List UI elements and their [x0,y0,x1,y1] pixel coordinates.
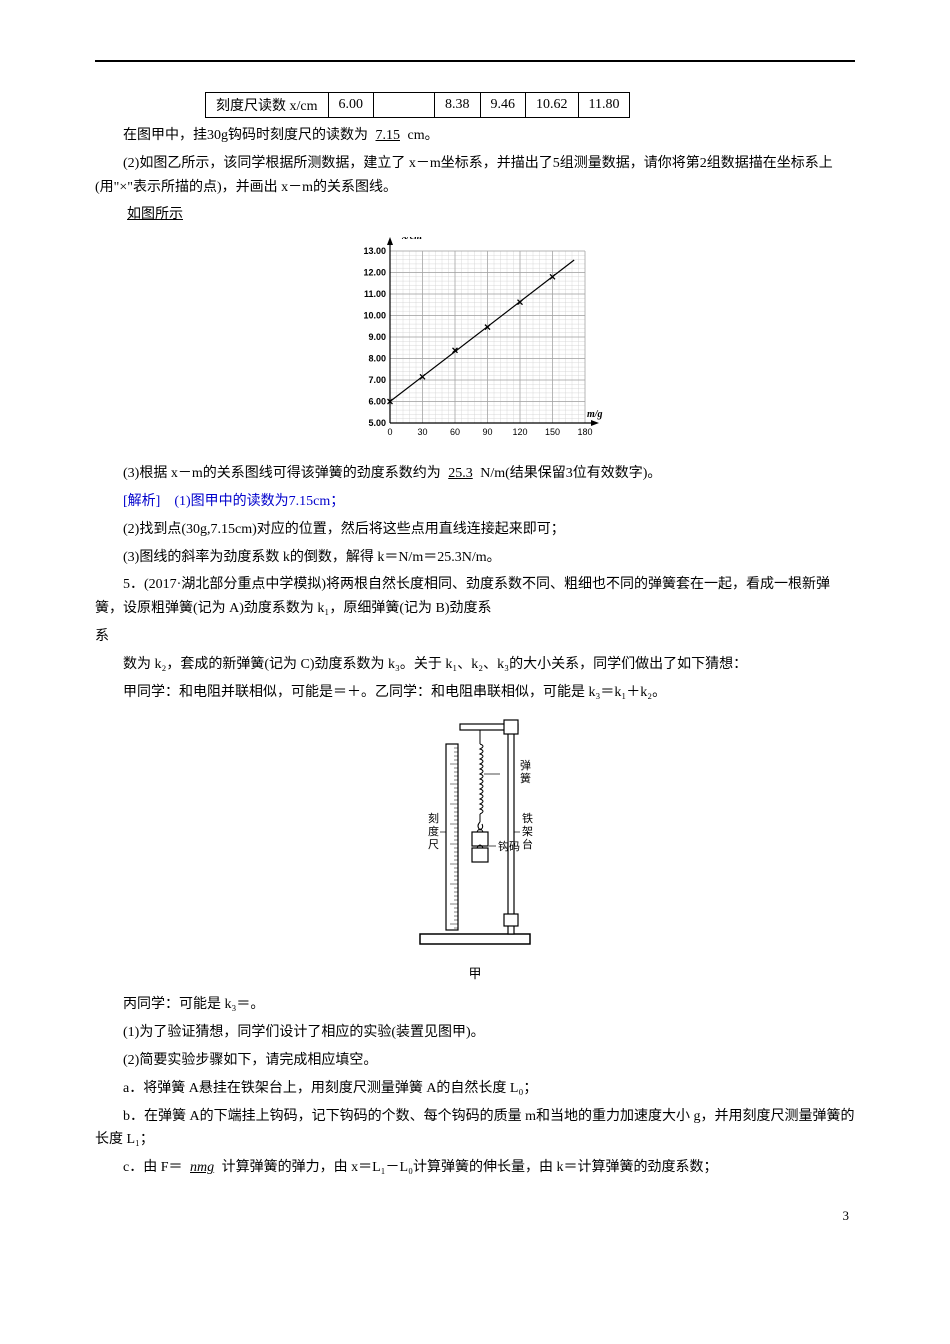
svg-text:180: 180 [577,427,592,437]
svg-text:铁: 铁 [522,812,533,825]
text: c．由 F＝ [123,1160,183,1175]
table-cell: 6.00 [328,93,374,118]
para-analysis-2: (2)找到点(30g,7.15cm)对应的位置，然后将这些点用直线连接起来即可； [95,518,855,542]
para-q5-3: 数为 k₂，套成的新弹簧(记为 C)劲度系数为 k₃。关于 k₁、k₂、k₃的大… [95,653,855,677]
table-cell: 8.38 [435,93,481,118]
para-jia: 甲同学：和电阻并联相似，可能是＝＋。乙同学：和电阻串联相似，可能是 k₃＝k₁＋… [95,681,855,705]
chart1-svg: 0 30 60 90 120 150 180 5.00 6.00 7.00 8.00 9.00 10.0… [340,237,610,447]
svg-text:m/g: m/g [587,409,603,420]
para-q5-2: 系 [95,625,855,649]
svg-text:13.00: 13.00 [363,246,386,256]
para-reading: 在图甲中，挂30g钩码时刻度尺的读数为 7.15 cm。 [95,124,855,148]
svg-text:90: 90 [482,427,492,437]
text: N/m(结果保留3位有效数字)。 [480,466,661,481]
svg-text:7.00: 7.00 [368,375,386,385]
para-step2: (2)简要实验步骤如下，请完成相应填空。 [95,1049,855,1073]
svg-text:度: 度 [428,824,439,838]
svg-text:簧: 簧 [520,771,531,785]
svg-text:150: 150 [545,427,560,437]
para-analysis-3: (3)图线的斜率为劲度系数 k的倒数，解得 k＝N/m＝25.3N/m。 [95,546,855,570]
svg-text:10.00: 10.00 [363,311,386,321]
para-q2: (2)如图乙所示，该同学根据所测数据，建立了 x－m坐标系，并描出了5组测量数据… [95,152,855,200]
table-row: 刻度尺读数 x/cm 6.00 8.38 9.46 10.62 11.80 [206,93,630,118]
chart1-figure: 0 30 60 90 120 150 180 5.00 6.00 7.00 8.00 9.00 10.0… [95,237,855,452]
blank-answer: 25.3 [444,466,477,481]
svg-text:11.00: 11.00 [364,289,386,299]
blank-answer: nmg [186,1160,218,1175]
table-header-text: 刻度尺读数 x/cm [216,99,318,114]
para-step1: (1)为了验证猜想，同学们设计了相应的实验(装置见图甲)。 [95,1021,855,1045]
data-table: 刻度尺读数 x/cm 6.00 8.38 9.46 10.62 11.80 [205,92,630,118]
para-q5-1: 5．(2017·湖北部分重点中学模拟)将两根自然长度相同、劲度系数不同、粗细也不… [95,573,855,621]
svg-text:0: 0 [387,427,392,437]
page-container: 刻度尺读数 x/cm 6.00 8.38 9.46 10.62 11.80 在图… [0,0,950,1264]
figure-reference: 如图所示 [123,207,187,222]
svg-text:弹: 弹 [520,758,531,772]
svg-text:6.00: 6.00 [368,397,386,407]
para-step-c: c．由 F＝ nmg 计算弹簧的弹力，由 x＝L₁－L₀计算弹簧的伸长量，由 k… [95,1156,855,1180]
table-cell: 10.62 [526,93,579,118]
table-cell: 9.46 [480,93,526,118]
table-header-cell: 刻度尺读数 x/cm [206,93,329,118]
svg-text:8.00: 8.00 [368,354,386,364]
text: (3)根据 x－m的关系图线可得该弹簧的劲度系数约为 [123,466,441,481]
page-number: 3 [95,1208,855,1224]
svg-text:尺: 尺 [428,839,439,851]
text: 在图甲中，挂30g钩码时刻度尺的读数为 [123,128,368,143]
svg-text:钩码: 钩码 [498,839,520,853]
para-step-b: b．在弹簧 A的下端挂上钩码，记下钩码的个数、每个钩码的质量 m和当地的重力加速… [95,1105,855,1153]
svg-text:30: 30 [417,427,427,437]
para-q3: (3)根据 x－m的关系图线可得该弹簧的劲度系数约为 25.3 N/m(结果保留… [95,462,855,486]
text: cm。 [408,128,439,143]
svg-text:5.00: 5.00 [368,418,386,428]
apparatus-svg: 弹簧铁架台 刻度尺 钩码 [390,714,560,954]
para-step-a: a．将弹簧 A悬挂在铁架台上，用刻度尺测量弹簧 A的自然长度 L₀； [95,1077,855,1101]
svg-text:12.00: 12.00 [363,268,386,278]
svg-text:120: 120 [512,427,527,437]
svg-text:x/cm: x/cm [401,237,422,242]
chart1-box: 0 30 60 90 120 150 180 5.00 6.00 7.00 8.00 9.00 10.0… [340,237,610,452]
svg-text:台: 台 [522,837,533,851]
svg-text:架: 架 [522,825,533,838]
svg-text:刻: 刻 [428,811,439,825]
blank-answer: 7.15 [372,128,405,143]
table-cell-empty [374,93,435,118]
para-bing: 丙同学：可能是 k₃＝。 [95,993,855,1017]
text: 计算弹簧的弹力，由 x＝L₁－L₀计算弹簧的伸长量，由 k＝计算弹簧的劲度系数； [222,1160,718,1175]
svg-text:9.00: 9.00 [368,332,386,342]
table-cell: 11.80 [578,93,630,118]
apparatus-caption: 甲 [390,963,560,982]
analysis-label: [解析] (1)图甲中的读数为7.15cm； [123,494,344,509]
apparatus-box: 弹簧铁架台 刻度尺 钩码 甲 [390,714,560,982]
top-rule [95,60,855,62]
para-answer-link: 如图所示 [95,203,855,227]
para-analysis-1: [解析] (1)图甲中的读数为7.15cm； [95,490,855,514]
text-hang: 系 [95,629,109,644]
svg-text:60: 60 [450,427,460,437]
apparatus-figure: 弹簧铁架台 刻度尺 钩码 甲 [95,714,855,983]
